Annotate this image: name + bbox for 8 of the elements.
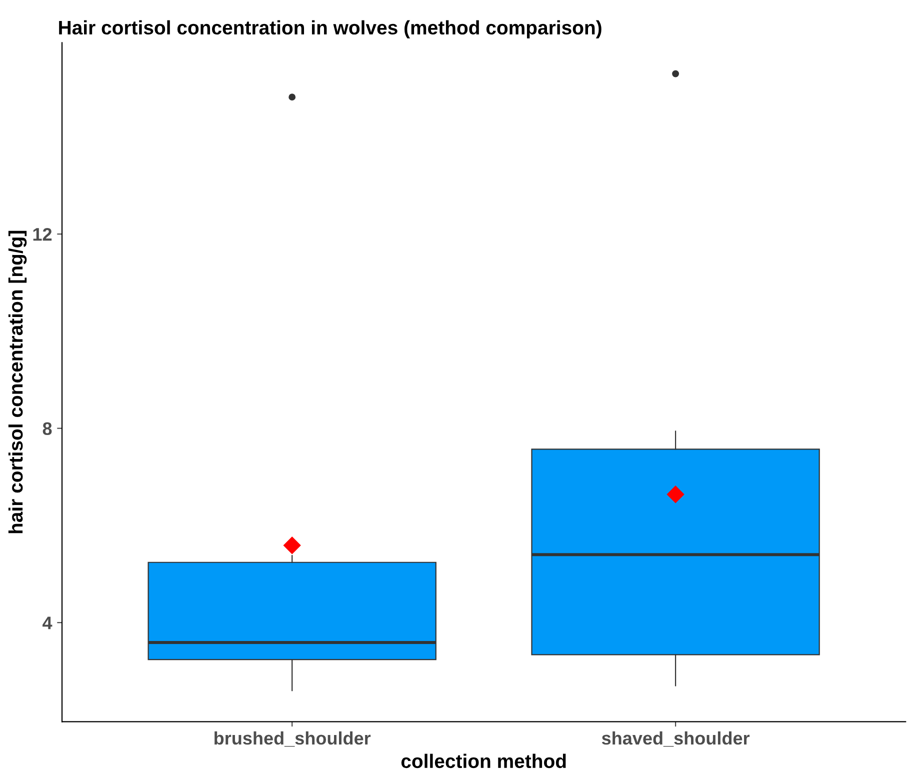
chart-title: Hair cortisol concentration in wolves (method comparison) [59,20,602,38]
y-tick-label: 12 [33,228,52,241]
x-tick-label: brushed_shoulder [214,731,371,747]
x-tick-label: shaved_shoulder [602,731,750,747]
y-tick-label: 8 [42,422,52,436]
x-axis-title: collection method [401,754,566,768]
y-tick-label: 4 [42,616,52,630]
y-axis-title: hair cortisol concentration [ng/g] [8,230,27,534]
